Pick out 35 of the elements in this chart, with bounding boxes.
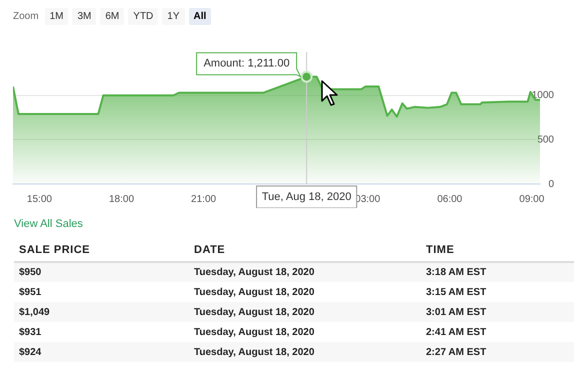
text: 3:01 AM EST (425, 306, 488, 320)
text: Tuesday, August 18, 2020 (193, 266, 316, 280)
text: 3M (72, 8, 96, 25)
x-tick-label: 18:00 (108, 194, 134, 205)
text: $931 (18, 326, 42, 340)
text: 6M (100, 8, 124, 25)
text: Zoom (13, 11, 39, 22)
text: 2:27 AM EST (425, 346, 488, 360)
text: View All Sales (14, 218, 83, 230)
x-tick-label: 21:00 (191, 194, 217, 205)
annotation: Amount: 1,211.00 (204, 58, 290, 70)
x-tick-label: 09:00 (519, 194, 545, 205)
text: $951 (18, 286, 42, 300)
x-tick-label: 06:00 (437, 194, 463, 205)
ref-line-label: Tue, Aug 18, 2020 (262, 191, 352, 204)
text: 3:15 AM EST (425, 286, 488, 300)
text: TIME (425, 242, 456, 258)
text: $924 (18, 346, 42, 360)
text: 1Y (162, 8, 185, 25)
text: $950 (18, 266, 42, 280)
text: Tuesday, August 18, 2020 (193, 306, 316, 320)
y-tick-label: 500 (537, 134, 554, 146)
text: Tuesday, August 18, 2020 (193, 286, 316, 300)
text: 3:18 AM EST (425, 266, 488, 280)
text: 1M (44, 8, 68, 25)
text: $1,049 (18, 306, 51, 320)
text: 2:41 AM EST (425, 326, 488, 340)
text: Tuesday, August 18, 2020 (193, 346, 316, 360)
y-tick-label: 0 (548, 178, 554, 190)
text: Tuesday, August 18, 2020 (193, 326, 316, 340)
text: YTD (128, 8, 158, 25)
x-tick-label: 15:00 (26, 194, 52, 205)
text: All (188, 8, 212, 25)
text: DATE (193, 242, 226, 258)
text: SALE PRICE (18, 242, 92, 258)
